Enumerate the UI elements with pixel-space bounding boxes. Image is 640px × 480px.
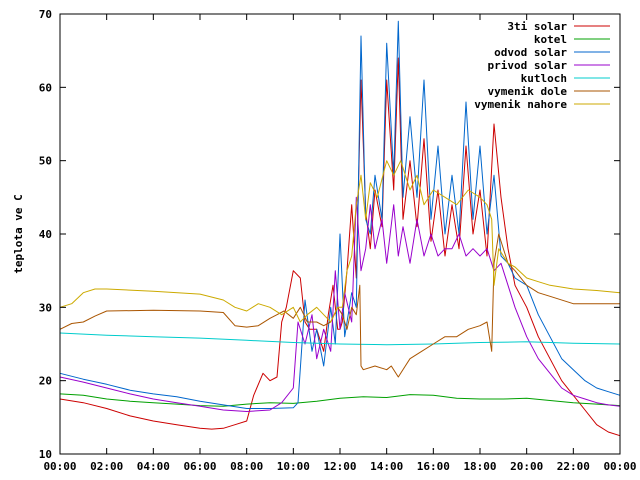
legend-label: kotel [534, 33, 567, 46]
legend-label: vymenik nahore [474, 98, 567, 111]
x-tick-label: 12:00 [323, 460, 356, 473]
series-line-privod-solar [59, 196, 621, 412]
y-tick-label: 70 [39, 8, 52, 21]
y-tick-label: 60 [39, 81, 52, 94]
x-tick-label: 06:00 [183, 460, 216, 473]
series-line-3ti-solar [59, 57, 621, 437]
x-tick-label: 10:00 [277, 460, 310, 473]
legend-label: vymenik dole [488, 85, 568, 98]
series-line-kotel [59, 393, 621, 407]
x-tick-label: 16:00 [417, 460, 450, 473]
series-line-kutloch [59, 332, 621, 346]
x-tick-label: 08:00 [230, 460, 263, 473]
x-tick-label: 20:00 [510, 460, 543, 473]
series-line-odvod-solar [59, 20, 621, 409]
legend-label: odvod solar [494, 46, 567, 59]
y-tick-label: 10 [39, 448, 52, 461]
y-tick-label: 20 [39, 375, 52, 388]
y-axis: 10 20 30 40 50 60 70 [39, 8, 620, 461]
series-line-vymenik-nahore [59, 160, 621, 323]
legend-label: kutloch [521, 72, 567, 85]
x-tick-label: 00:00 [603, 460, 636, 473]
y-tick-label: 50 [39, 155, 52, 168]
y-tick-label: 30 [39, 301, 52, 314]
x-tick-label: 04:00 [137, 460, 170, 473]
y-tick-label: 40 [39, 228, 52, 241]
series-line-vymenik-dole [59, 233, 620, 378]
x-tick-label: 18:00 [463, 460, 496, 473]
x-tick-label: 14:00 [370, 460, 403, 473]
x-tick-label: 00:00 [43, 460, 76, 473]
series-layer [59, 20, 621, 437]
x-tick-label: 22:00 [557, 460, 590, 473]
y-axis-label: teplota ve C [12, 194, 25, 273]
x-tick-label: 02:00 [90, 460, 123, 473]
legend-label: 3ti solar [507, 20, 567, 33]
x-axis: 00:00 02:00 04:00 06:00 08:00 10:00 12:00 14:00… [43, 14, 637, 473]
legend-label: privod solar [488, 59, 568, 72]
